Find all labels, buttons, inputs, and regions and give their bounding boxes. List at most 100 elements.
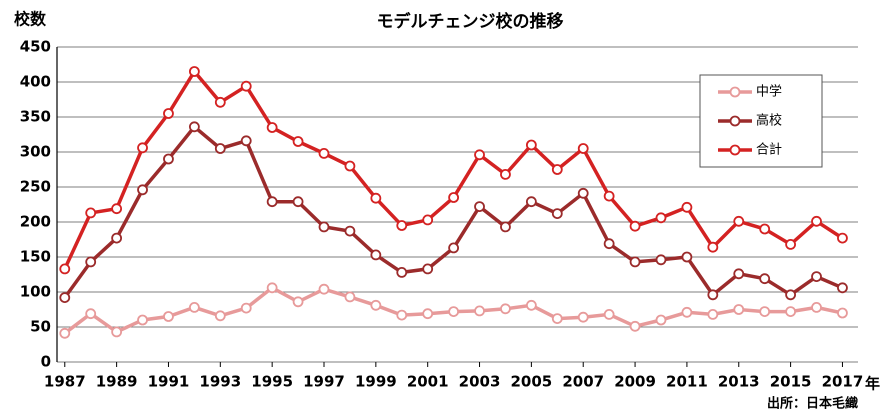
point (733, 268, 745, 280)
point (85, 308, 97, 320)
point (240, 80, 252, 92)
point (525, 196, 537, 208)
point (448, 242, 460, 254)
point (137, 314, 148, 326)
x-tick-label: 2005 (511, 373, 553, 391)
y-tick-label: 200 (20, 213, 51, 231)
legend-label: 中学 (756, 84, 782, 100)
point (422, 263, 434, 275)
x-tick-label: 2013 (718, 373, 760, 391)
point (318, 221, 330, 233)
point (292, 136, 304, 147)
point (759, 306, 771, 318)
x-tick-label: 1991 (148, 373, 190, 391)
y-tick-label: 250 (20, 178, 51, 196)
point (577, 187, 589, 199)
point (448, 192, 460, 203)
y-tick-label: 50 (30, 318, 51, 336)
y-axis-label: 校数 (14, 10, 47, 29)
point (396, 220, 408, 231)
x-tick-label: 1987 (44, 373, 86, 391)
point (137, 184, 148, 196)
point (214, 310, 226, 322)
point (811, 215, 822, 227)
point (396, 266, 408, 278)
point (551, 164, 563, 175)
point (551, 313, 563, 325)
point (577, 311, 589, 323)
point (111, 232, 123, 244)
x-tick-label: 1989 (96, 373, 138, 391)
point (500, 303, 511, 315)
point (370, 299, 382, 311)
point (318, 147, 330, 159)
source: 出所：日本毛織 (767, 396, 858, 412)
point (214, 143, 226, 154)
point (240, 135, 252, 147)
y-tick-label: 100 (20, 283, 51, 301)
point (500, 168, 511, 180)
point (707, 308, 719, 320)
point (759, 273, 771, 285)
point (603, 308, 615, 320)
y-tick-label: 450 (20, 38, 51, 56)
point (681, 306, 693, 318)
point (344, 291, 356, 303)
x-tick-label: 2015 (770, 373, 812, 391)
point (59, 327, 71, 339)
point (655, 314, 667, 326)
chart-title: モデルチェンジ校の推移 (377, 11, 564, 32)
y-tick-label: 0 (41, 353, 51, 371)
point (266, 122, 278, 133)
point (370, 192, 382, 204)
point (474, 201, 485, 213)
point (344, 225, 356, 237)
point (396, 309, 408, 321)
point (733, 215, 745, 227)
point (603, 190, 615, 202)
point (266, 196, 278, 208)
point (474, 305, 485, 317)
point (785, 306, 797, 318)
y-tick-label: 300 (20, 143, 51, 161)
point (577, 143, 589, 154)
point (422, 308, 434, 320)
point (448, 306, 460, 318)
point (85, 207, 97, 219)
point (188, 66, 200, 77)
point (837, 307, 848, 319)
point (474, 149, 485, 161)
point (163, 153, 174, 165)
point (551, 208, 563, 220)
x-tick-label: 2011 (666, 373, 708, 391)
point (59, 263, 71, 275)
point (655, 212, 667, 224)
x-tick-label: 1995 (251, 373, 293, 391)
x-tick-label: 1999 (355, 373, 397, 391)
point (759, 223, 771, 235)
point (111, 326, 123, 338)
point (785, 289, 797, 301)
point (59, 292, 71, 304)
point (370, 249, 382, 261)
point (811, 301, 822, 313)
point (163, 311, 174, 322)
x-tick-label: 1997 (303, 373, 345, 391)
legend-marker (729, 115, 741, 127)
point (266, 282, 278, 294)
y-tick-label: 350 (20, 108, 51, 126)
legend-marker (729, 86, 741, 98)
point (188, 121, 200, 133)
point (525, 299, 537, 311)
point (837, 282, 848, 294)
point (629, 320, 641, 332)
point (292, 296, 304, 308)
x-tick-label: 2001 (407, 373, 449, 391)
point (603, 238, 615, 250)
point (785, 238, 797, 250)
point (629, 220, 641, 232)
point (318, 283, 330, 295)
point (655, 254, 667, 266)
